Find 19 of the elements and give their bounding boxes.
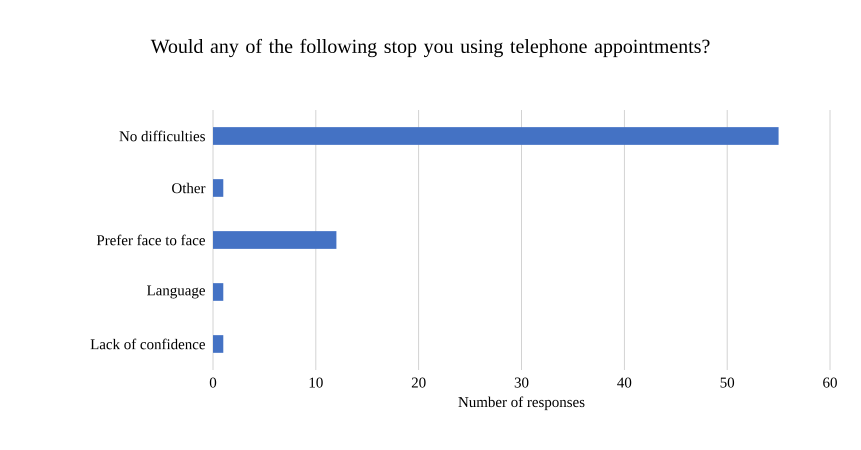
y-tick-label: Language (147, 285, 205, 298)
x-tick-label: 0 (210, 378, 216, 388)
x-tick-label: 10 (310, 378, 323, 388)
bar (213, 283, 224, 301)
bar (213, 127, 779, 145)
x-tick-label: 20 (412, 378, 426, 388)
bar (213, 231, 336, 249)
y-tick-label: Prefer face to face (96, 234, 205, 246)
chart-title: Would any of the following stop you using telephone appointments? (150, 38, 710, 58)
bar (213, 335, 224, 353)
y-tick-label: Other (172, 182, 206, 194)
y-tick-label: Lack of confidence (90, 338, 205, 350)
x-tick-label: 60 (823, 378, 837, 388)
bar (213, 179, 224, 197)
y-tick-label: No difficulties (119, 130, 205, 142)
x-tick-label: 40 (617, 378, 632, 388)
x-tick-label: 30 (514, 378, 528, 388)
x-tick-label: 50 (720, 378, 734, 388)
x-axis-title: Number of responses (458, 396, 584, 410)
